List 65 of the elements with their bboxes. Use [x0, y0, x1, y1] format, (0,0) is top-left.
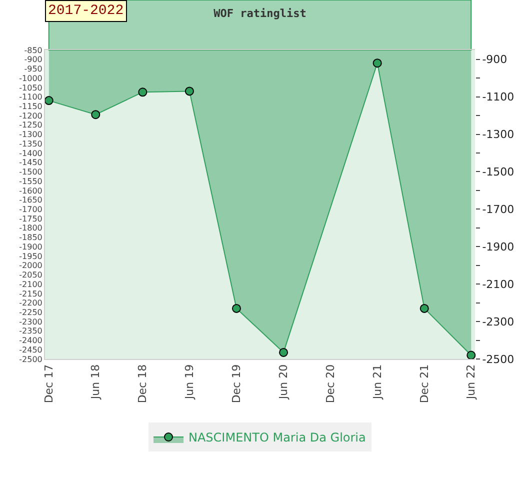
y2-tick-label: -1500: [482, 166, 514, 179]
y-tick-label: -1400: [19, 148, 42, 158]
y-tick-label: -1900: [19, 242, 42, 252]
y2-tick-label: -2100: [482, 278, 514, 291]
y-tick-label: -1450: [19, 158, 42, 168]
x-tick-label: Jun 20: [277, 364, 290, 400]
point: [232, 304, 241, 313]
y-tick-label: -2150: [19, 289, 42, 298]
y2-tick-label: -1100: [482, 90, 514, 104]
point: [44, 96, 54, 106]
y-tick-label: -1350: [19, 139, 42, 148]
text: 2017-2022: [48, 3, 124, 19]
point: [279, 348, 288, 357]
y-tick-label: -1800: [19, 224, 42, 233]
y-tick-label: -1600: [19, 186, 42, 196]
x-tick-label: Dec 20: [324, 364, 338, 404]
x-tick-label: Jun 19: [183, 364, 196, 400]
y-tick-label: -2250: [19, 308, 42, 317]
y2-tick-label: -1900: [482, 240, 514, 254]
x-tick-label: Jun 22: [464, 364, 478, 400]
y-tick-label: -2200: [19, 298, 42, 308]
y-tick-label: -1500: [19, 168, 42, 177]
y-tick-label: -1650: [19, 196, 42, 205]
y-tick-label: -1050: [19, 83, 42, 92]
point: [420, 304, 429, 313]
y-tick-label: -1300: [19, 130, 42, 140]
y-tick-label: -1700: [19, 204, 42, 214]
y-tick-label: -950: [24, 64, 42, 74]
x-tick-label: Jun 18: [89, 364, 102, 400]
y-tick-label: -1850: [19, 233, 42, 242]
x-tick-label: Jun 21: [370, 364, 384, 400]
y-tick-label: -1550: [19, 176, 42, 186]
point: [91, 110, 100, 120]
x-tick-label: Dec 21: [418, 364, 431, 404]
y-tick-label: -2000: [19, 261, 42, 270]
y-tick-label: -1000: [19, 74, 42, 83]
y-tick-label: -2100: [19, 280, 42, 289]
chart-title: WOF ratinglist: [214, 6, 306, 20]
y-tick-label: -1200: [19, 111, 42, 120]
y-tick-label: -2350: [19, 326, 42, 336]
legend-label: NASCIMENTO Maria Da Gloria: [188, 430, 366, 445]
y-tick-label: -1950: [19, 252, 42, 261]
y-tick-label: -2050: [19, 270, 42, 280]
x-tick-label: Dec 18: [136, 364, 150, 404]
y-tick-label: -1100: [19, 92, 42, 102]
y-tick-label: -1750: [19, 214, 42, 224]
y-tick-label: -850: [24, 46, 42, 55]
y-tick-label: -1250: [19, 120, 42, 130]
y-tick-label: -2400: [19, 336, 42, 346]
point: [372, 58, 382, 68]
point: [466, 350, 476, 360]
y-tick-label: -2450: [19, 345, 42, 354]
y2-tick-label: -900: [482, 53, 508, 66]
y2-tick-label: -1700: [482, 203, 514, 216]
point: [138, 88, 148, 97]
point: [184, 86, 194, 96]
y-tick-label: -900: [24, 55, 42, 64]
y2-tick-label: -2300: [482, 315, 514, 328]
y-tick-label: -2300: [19, 317, 42, 326]
y2-tick-label: -2500: [482, 352, 514, 366]
x-tick-label: Dec 17: [42, 364, 56, 404]
x-tick-label: Dec 19: [230, 364, 244, 404]
y-tick-label: -2500: [19, 354, 42, 364]
y-tick-label: -1150: [19, 102, 42, 111]
y2-tick-label: -1300: [482, 128, 514, 142]
